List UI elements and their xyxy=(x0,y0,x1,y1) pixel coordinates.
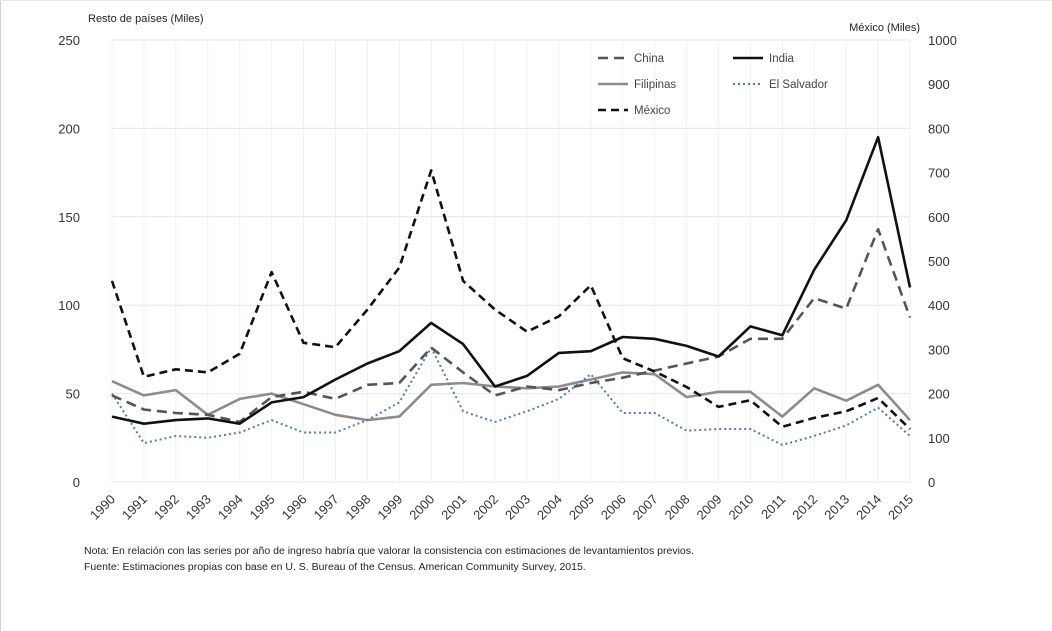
x-tick-label: 1992 xyxy=(151,492,182,523)
x-tick-label: 2010 xyxy=(725,492,756,523)
series-line-mexico xyxy=(110,169,911,430)
x-tick-label: 2004 xyxy=(534,492,565,523)
x-tick-label: 2008 xyxy=(662,492,693,523)
x-tick-label: 2015 xyxy=(885,492,916,523)
x-tick-label: 2002 xyxy=(470,492,501,523)
left-tick-label: 50 xyxy=(66,387,80,402)
x-tick-label: 2012 xyxy=(789,492,820,523)
legend-label: Filipinas xyxy=(634,79,676,91)
x-tick-label: 1990 xyxy=(87,492,118,523)
right-axis-ticks: 0 100 200 300 400 500 600 700 800 900 1000 xyxy=(928,33,957,490)
right-tick-label: 200 xyxy=(928,387,950,402)
frame-left-border xyxy=(0,0,1,631)
chart-notes: Nota: En relación con las series por año… xyxy=(84,543,694,575)
series-line-china xyxy=(111,227,912,424)
left-axis-ticks: 0 50 100 150 200 250 xyxy=(58,33,80,490)
right-tick-label: 100 xyxy=(928,431,950,446)
x-tick-label: 2003 xyxy=(502,492,533,523)
x-tick-label: 1993 xyxy=(183,492,214,523)
left-tick-label: 200 xyxy=(58,121,80,136)
line-chart: Resto de países (Miles) México (Miles) 0… xyxy=(58,13,957,523)
note-line: Nota: En relación con las series por año… xyxy=(84,545,694,557)
series-line-india xyxy=(111,135,912,426)
left-tick-label: 250 xyxy=(58,33,80,48)
left-tick-label: 0 xyxy=(73,475,80,490)
legend-label: El Salvador xyxy=(769,79,828,91)
series-line-filipinas xyxy=(111,371,911,422)
legend-label: México xyxy=(634,105,670,117)
series-line-el-salvador xyxy=(111,346,911,446)
right-tick-label: 0 xyxy=(928,475,935,490)
x-tick-label: 1991 xyxy=(119,492,150,523)
x-tick-label: 1994 xyxy=(215,492,246,523)
x-tick-label: 1998 xyxy=(342,492,373,523)
x-axis-ticks: 1990 1991 1992 1993 1994 1995 1996 1997 1998 1999… xyxy=(87,492,916,523)
x-tick-label: 2000 xyxy=(406,492,437,523)
legend-label: China xyxy=(634,53,665,65)
left-tick-label: 150 xyxy=(58,210,80,225)
left-axis-title: Resto de países (Miles) xyxy=(88,13,204,25)
right-tick-label: 1000 xyxy=(928,33,957,48)
right-tick-label: 900 xyxy=(928,77,950,92)
legend-label: India xyxy=(769,53,795,65)
right-tick-label: 500 xyxy=(928,254,950,269)
right-tick-label: 800 xyxy=(928,121,950,136)
series-lines xyxy=(110,135,912,446)
x-tick-label: 1997 xyxy=(311,492,342,523)
x-tick-label: 1999 xyxy=(374,492,405,523)
gridlines xyxy=(111,39,911,483)
x-tick-label: 2011 xyxy=(758,492,788,522)
x-tick-label: 2007 xyxy=(630,492,661,523)
x-tick-label: 2013 xyxy=(821,492,852,523)
x-tick-label: 1995 xyxy=(247,492,278,523)
right-tick-label: 700 xyxy=(928,166,950,181)
right-tick-label: 400 xyxy=(928,298,950,313)
frame-top-border xyxy=(0,0,1052,1)
x-tick-label: 2001 xyxy=(438,492,469,523)
source-line: Fuente: Estimaciones propias con base en… xyxy=(84,561,586,573)
left-tick-label: 100 xyxy=(58,298,80,313)
right-tick-label: 300 xyxy=(928,342,950,357)
x-tick-label: 2006 xyxy=(598,492,629,523)
right-tick-label: 600 xyxy=(928,210,950,225)
legend: China India Filipinas El Salvador México xyxy=(598,53,828,117)
x-tick-label: 2009 xyxy=(694,492,725,523)
right-axis-title: México (Miles) xyxy=(849,22,920,34)
x-tick-label: 2005 xyxy=(566,492,597,523)
x-tick-label: 1996 xyxy=(279,492,310,523)
x-tick-label: 2014 xyxy=(853,492,884,523)
